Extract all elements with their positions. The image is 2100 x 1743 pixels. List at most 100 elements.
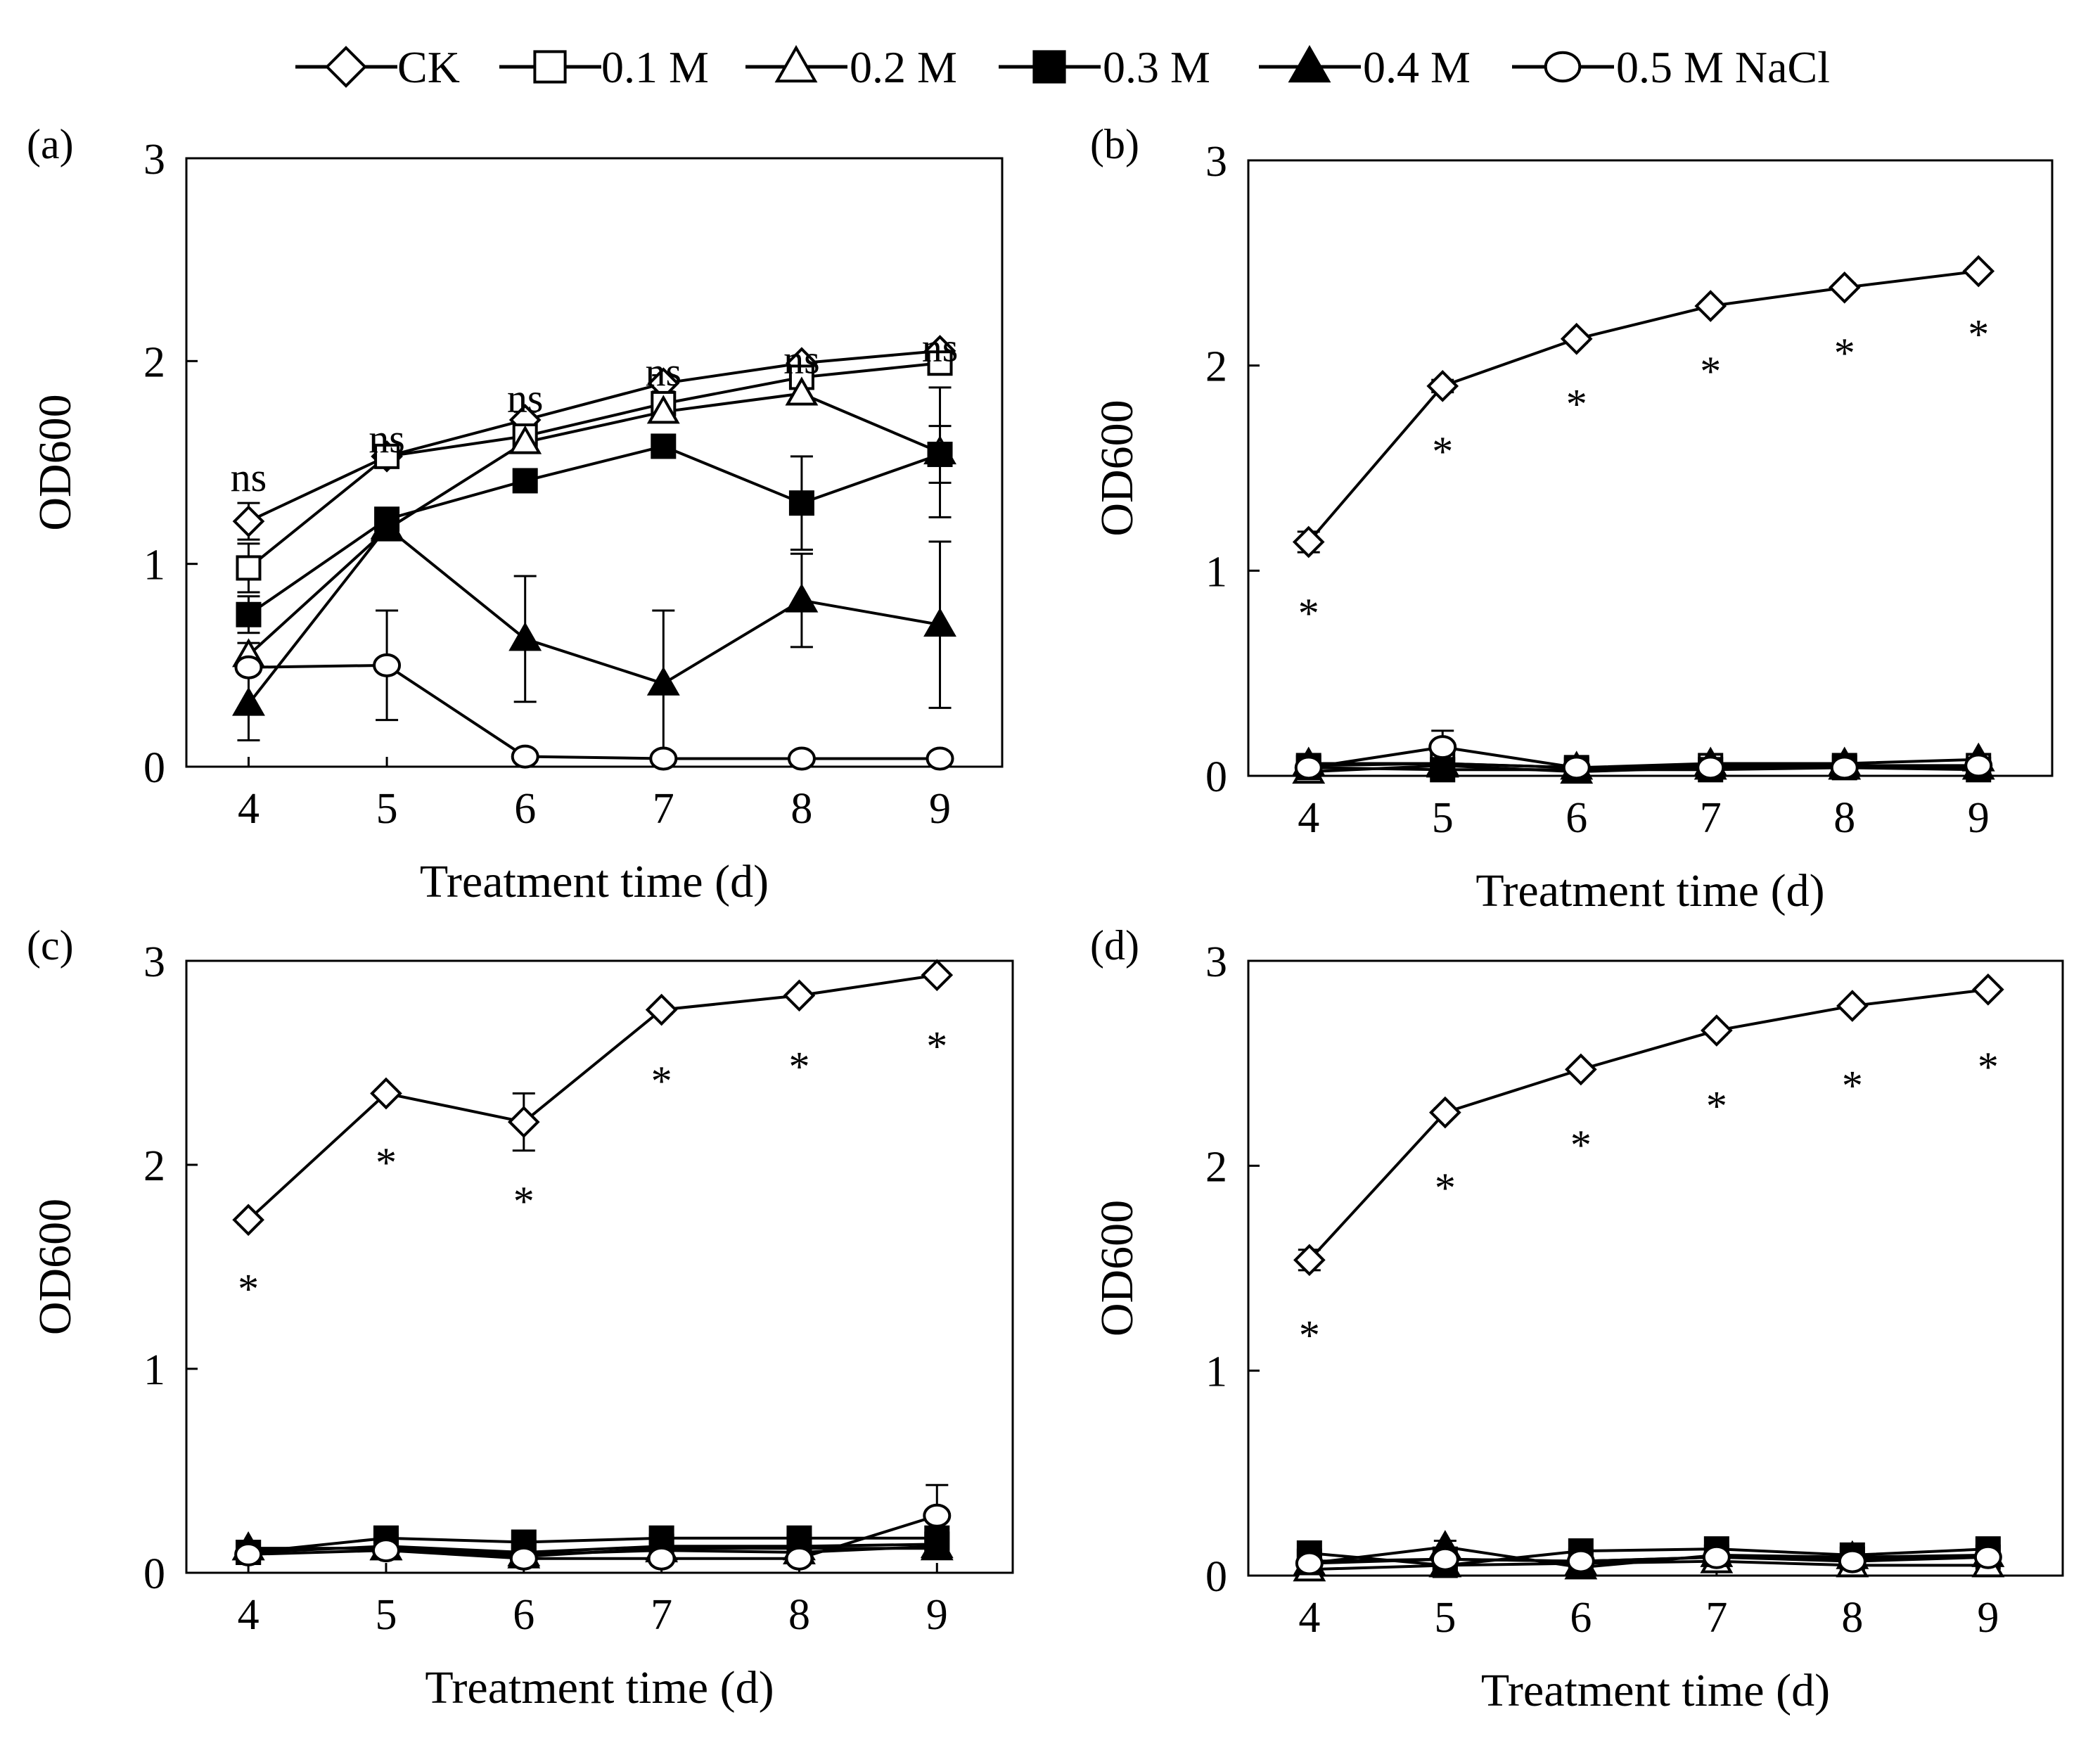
x-tick-label: 7: [653, 785, 674, 833]
legend-entry-ck: CK: [295, 42, 460, 92]
marker-0-5-m-nacl: [923, 1503, 952, 1528]
marker-0-1-m: [236, 555, 262, 581]
series-line: [248, 1547, 937, 1558]
x-tick-label: 6: [1570, 1594, 1592, 1642]
marker-ck: [370, 1077, 402, 1110]
significance-star: *: [1834, 330, 1855, 376]
x-tick-label: 4: [1298, 794, 1319, 842]
significance-star: *: [1706, 1083, 1727, 1129]
marker-0-5-m-nacl: [1294, 755, 1323, 780]
significance-ns: ns: [783, 337, 820, 383]
y-tick-label: 2: [1205, 1143, 1227, 1191]
y-tick-label: 0: [143, 744, 165, 792]
marker-0-4-m: [646, 666, 680, 696]
x-tick-label: 8: [790, 785, 812, 833]
y-tick-label: 1: [143, 542, 165, 589]
marker-ck: [232, 1204, 264, 1237]
series-line: [1308, 758, 1979, 770]
marker-0-5-m-nacl: [787, 746, 816, 771]
series-line: [1309, 1545, 1988, 1569]
x-axis-title: Treatment time (d): [420, 856, 769, 907]
significance-star: *: [788, 1044, 809, 1090]
y-tick-label: 0: [1205, 1553, 1227, 1601]
marker-ck: [1694, 290, 1727, 322]
marker-0-5-m-nacl: [1566, 1549, 1595, 1573]
marker-0-2-m: [508, 425, 542, 454]
marker-0-5-m-nacl: [1702, 1545, 1731, 1569]
y-tick-label: 3: [143, 938, 165, 986]
x-tick-label: 7: [1705, 1594, 1727, 1642]
y-axis-title: OD600: [30, 394, 81, 530]
marker-0-5-m-nacl: [1430, 1547, 1459, 1571]
marker-ck: [1565, 1053, 1597, 1086]
marker-0-5-m-nacl: [511, 744, 539, 769]
marker-0-3-m: [927, 441, 953, 467]
marker-ck: [1828, 272, 1861, 304]
significance-star: *: [926, 1023, 947, 1070]
y-tick-label: 3: [1205, 138, 1227, 186]
x-tick-label: 6: [513, 1591, 534, 1639]
marker-0-3-m: [512, 468, 538, 494]
y-tick-label: 0: [1205, 753, 1227, 801]
significance-star: *: [1570, 1122, 1592, 1168]
marker-0-5-m-nacl: [1428, 735, 1457, 760]
panel-label: (d): [1090, 922, 1139, 969]
legend-entry-0-5-m-nacl: 0.5 M NaCl: [1512, 42, 1830, 92]
x-tick-label: 5: [1434, 1594, 1456, 1642]
x-tick-label: 4: [238, 785, 260, 833]
x-tick-label: 6: [1566, 794, 1587, 842]
marker-0-5-m-nacl: [234, 655, 263, 679]
plot-frame: [185, 959, 1014, 1574]
legend-marker: [325, 46, 367, 88]
x-tick-label: 5: [375, 1591, 397, 1639]
marker-ck: [921, 959, 954, 992]
marker-0-5-m-nacl: [649, 746, 678, 771]
significance-star: *: [376, 1139, 397, 1186]
x-tick-label: 8: [1833, 794, 1855, 842]
significance-ns: ns: [646, 349, 682, 395]
legend-label: 0.2 M: [850, 42, 957, 92]
marker-0-5-m-nacl: [926, 746, 954, 771]
x-tick-label: 6: [514, 785, 536, 833]
y-tick-label: 2: [143, 338, 165, 386]
marker-ck: [1293, 1244, 1326, 1277]
legend-marker: [1032, 50, 1066, 84]
x-tick-label: 7: [651, 1591, 672, 1639]
legend-marker: [533, 50, 567, 84]
significance-star: *: [651, 1058, 672, 1104]
series-line: [248, 1514, 937, 1560]
y-tick-label: 3: [1205, 938, 1227, 986]
series-line: [1309, 1547, 1988, 1567]
series-line: [248, 392, 941, 656]
marker-0-5-m-nacl: [509, 1546, 538, 1571]
marker-0-2-m: [785, 376, 819, 406]
y-tick-label: 3: [143, 136, 165, 184]
marker-0-5-m-nacl: [1295, 1551, 1324, 1576]
legend-label: 0.1 M: [601, 42, 709, 92]
marker-0-1-m: [927, 350, 953, 376]
series-line: [1307, 269, 1979, 543]
x-tick-label: 7: [1700, 794, 1722, 842]
marker-0-5-m-nacl: [1964, 753, 1993, 778]
marker-0-5-m-nacl: [1838, 1549, 1867, 1573]
marker-0-5-m-nacl: [1973, 1545, 2002, 1569]
marker-ck: [645, 993, 678, 1026]
y-tick-label: 2: [143, 1142, 165, 1190]
y-tick-label: 1: [143, 1346, 165, 1394]
significance-ns: ns: [231, 454, 267, 500]
series-line: [248, 349, 940, 523]
legend-marker: [774, 44, 818, 83]
panel-label: (b): [1090, 121, 1139, 167]
marker-ck: [1560, 322, 1593, 355]
series-line: [248, 362, 940, 569]
x-tick-label: 8: [1841, 1594, 1863, 1642]
marker-0-3-m: [236, 601, 262, 627]
x-axis-title: Treatment time (d): [1475, 865, 1824, 917]
plot-frame: [1247, 159, 2054, 777]
marker-ck: [783, 979, 816, 1012]
series-line: [247, 525, 940, 705]
marker-ck: [1426, 370, 1459, 402]
marker-ck: [232, 505, 265, 537]
marker-ck: [1962, 255, 1995, 288]
significance-star: *: [1566, 381, 1587, 428]
